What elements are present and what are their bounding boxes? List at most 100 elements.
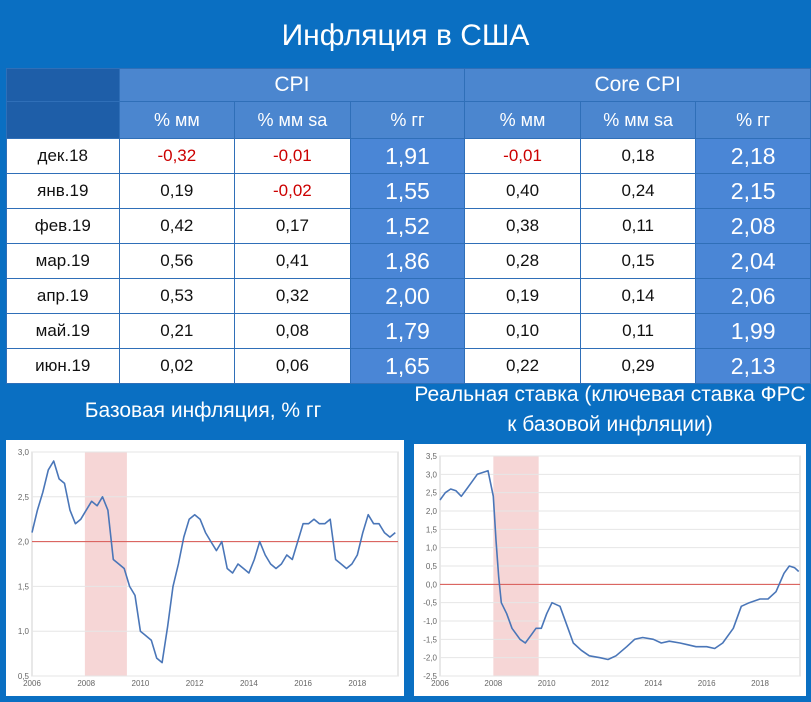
- inflation-table: CPI Core CPI % мм % мм sa % гг % мм % мм…: [6, 68, 811, 384]
- cell-core-mm-sa: 0,29: [579, 348, 697, 384]
- table-row: фев.19 0,42 0,17 1,52 0,38 0,11 2,08: [6, 208, 811, 244]
- y-tick-label: 3,5: [426, 452, 438, 461]
- x-tick-label: 2010: [132, 679, 150, 688]
- cell-cpi-mm: 0,21: [118, 313, 236, 349]
- cell-core-yy: 2,15: [695, 173, 811, 209]
- cell-cpi-mm-sa: 0,41: [234, 243, 351, 279]
- table-row: май.19 0,21 0,08 1,79 0,10 0,11 1,99: [6, 313, 811, 349]
- table-row: апр.19 0,53 0,32 2,00 0,19 0,14 2,06: [6, 278, 811, 314]
- cell-core-mm: 0,40: [464, 173, 581, 209]
- cell-core-mm-sa: 0,14: [579, 278, 697, 314]
- column-header: % мм sa: [234, 101, 351, 139]
- row-date: мар.19: [6, 243, 120, 279]
- cell-core-yy: 2,18: [695, 138, 811, 174]
- y-tick-label: 1,5: [426, 525, 438, 534]
- cell-cpi-mm: 0,02: [118, 348, 236, 384]
- x-tick-label: 2012: [186, 679, 204, 688]
- table-row: июн.19 0,02 0,06 1,65 0,22 0,29 2,13: [6, 348, 811, 384]
- cell-core-yy: 2,13: [695, 348, 811, 384]
- y-tick-label: -0,5: [423, 599, 437, 608]
- cell-cpi-mm-sa: 0,06: [234, 348, 351, 384]
- y-tick-label: -2,0: [423, 654, 437, 663]
- cell-core-mm-sa: 0,24: [579, 173, 697, 209]
- cell-cpi-mm: 0,53: [118, 278, 236, 314]
- real-rate-chart-title: Реальная ставка (ключевая ставка ФРС к б…: [414, 383, 806, 436]
- cell-core-mm-sa: 0,15: [579, 243, 697, 279]
- cell-cpi-mm-sa: 0,08: [234, 313, 351, 349]
- x-tick-label: 2018: [751, 679, 769, 688]
- series-line: [439, 469, 800, 661]
- y-tick-label: 1,0: [18, 627, 30, 636]
- cell-core-mm: 0,10: [464, 313, 581, 349]
- group-header-cpi: CPI: [118, 68, 466, 102]
- column-header: % мм sa: [579, 101, 697, 139]
- x-tick-label: 2014: [644, 679, 662, 688]
- y-tick-label: 2,0: [18, 538, 30, 547]
- x-tick-label: 2018: [348, 679, 366, 688]
- table-row: мар.19 0,56 0,41 1,86 0,28 0,15 2,04: [6, 243, 811, 279]
- core-inflation-chart-panel: 0,5 1,0 1,5 2,0 2,5 3,0 2006 2008 2010 2012 2014 20…: [6, 440, 404, 696]
- y-tick-label: 0,5: [426, 562, 438, 571]
- series-line: [31, 460, 396, 664]
- cell-cpi-mm-sa: -0,02: [234, 173, 351, 209]
- cell-core-mm-sa: 0,11: [579, 208, 697, 244]
- row-date: янв.19: [6, 173, 120, 209]
- y-tick-label: 3,0: [18, 448, 30, 457]
- core-inflation-chart: 0,5 1,0 1,5 2,0 2,5 3,0 2006 2008 2010 2012 2014 20…: [18, 448, 399, 688]
- cell-cpi-mm: 0,19: [118, 173, 236, 209]
- cell-cpi-yy: 1,79: [349, 313, 466, 349]
- y-tick-label: 2,5: [426, 489, 438, 498]
- cell-cpi-yy: 1,55: [349, 173, 466, 209]
- corner-cell: [6, 101, 120, 139]
- cell-cpi-mm: -0,32: [118, 138, 236, 174]
- cell-cpi-mm-sa: -0,01: [234, 138, 351, 174]
- group-header-core-cpi: Core CPI: [464, 68, 811, 102]
- column-header: % гг: [349, 101, 466, 139]
- cell-core-yy: 2,04: [695, 243, 811, 279]
- column-header: % мм: [464, 101, 581, 139]
- row-date: июн.19: [6, 348, 120, 384]
- column-header: % гг: [695, 101, 811, 139]
- x-tick-label: 2014: [240, 679, 258, 688]
- cell-core-mm-sa: 0,11: [579, 313, 697, 349]
- cell-core-mm: 0,19: [464, 278, 581, 314]
- cell-cpi-mm-sa: 0,17: [234, 208, 351, 244]
- x-tick-label: 2008: [484, 679, 502, 688]
- x-tick-label: 2010: [538, 679, 556, 688]
- y-tick-label: 3,0: [426, 470, 438, 479]
- cell-cpi-mm-sa: 0,32: [234, 278, 351, 314]
- x-tick-label: 2016: [698, 679, 716, 688]
- y-tick-label: -2,5: [423, 672, 437, 681]
- cell-core-mm: 0,28: [464, 243, 581, 279]
- real-rate-chart: 3,5 3,0 2,5 2,0 1,5 1,0 0,5 0,0 -0,5 -1,0 -1,5 -2,0…: [423, 452, 801, 688]
- page-title: Инфляция в США: [281, 19, 530, 52]
- y-tick-label: 2,0: [426, 507, 438, 516]
- row-date: фев.19: [6, 208, 120, 244]
- cell-core-mm: 0,22: [464, 348, 581, 384]
- cell-core-yy: 1,99: [695, 313, 811, 349]
- cell-core-mm: 0,38: [464, 208, 581, 244]
- x-tick-label: 2006: [431, 679, 449, 688]
- x-tick-label: 2008: [77, 679, 95, 688]
- corner-cell: [6, 68, 120, 102]
- y-tick-label: 1,5: [18, 582, 30, 591]
- row-date: дек.18: [6, 138, 120, 174]
- cell-cpi-mm: 0,42: [118, 208, 236, 244]
- table-row: янв.19 0,19 -0,02 1,55 0,40 0,24 2,15: [6, 173, 811, 209]
- real-rate-chart-panel: 3,5 3,0 2,5 2,0 1,5 1,0 0,5 0,0 -0,5 -1,0 -1,5 -2,0…: [414, 444, 806, 696]
- y-tick-label: 0,5: [18, 672, 30, 681]
- cell-cpi-yy: 1,91: [349, 138, 466, 174]
- cell-core-yy: 2,08: [695, 208, 811, 244]
- cell-cpi-yy: 1,52: [349, 208, 466, 244]
- x-tick-label: 2016: [294, 679, 312, 688]
- core-inflation-chart-title: Базовая инфляция, % гг: [84, 399, 322, 422]
- x-tick-label: 2006: [23, 679, 41, 688]
- y-tick-label: -1,0: [423, 617, 437, 626]
- y-tick-label: 1,0: [426, 544, 438, 553]
- cell-cpi-mm: 0,56: [118, 243, 236, 279]
- cell-cpi-yy: 2,00: [349, 278, 466, 314]
- row-date: апр.19: [6, 278, 120, 314]
- row-date: май.19: [6, 313, 120, 349]
- cell-core-mm: -0,01: [464, 138, 581, 174]
- cell-core-mm-sa: 0,18: [579, 138, 697, 174]
